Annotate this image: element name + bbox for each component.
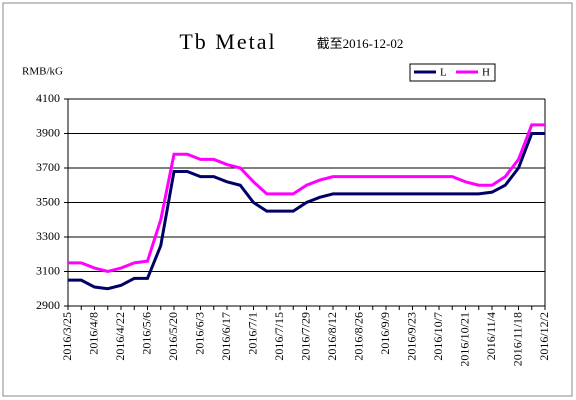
y-tick-label: 2900 <box>36 298 60 312</box>
legend-box <box>409 63 496 82</box>
x-tick-label: 2016/7/29 <box>298 312 312 361</box>
x-tick-label: 2016/4/8 <box>86 312 100 355</box>
legend-label: H <box>482 67 490 79</box>
x-tick-label: 2016/10/21 <box>457 312 471 367</box>
y-tick-label: 3900 <box>36 125 60 139</box>
chart-title: Tb Metal <box>179 29 276 54</box>
x-tick-label: 2016/6/3 <box>192 312 206 355</box>
x-tick-label: 2016/8/26 <box>351 312 365 361</box>
x-tick-label: 2016/6/17 <box>219 312 233 361</box>
y-tick-label: 3300 <box>36 229 60 243</box>
x-tick-label: 2016/5/20 <box>166 312 180 361</box>
series-line <box>68 123 545 274</box>
y-axis-label: RMB/kG <box>22 66 63 78</box>
series-line <box>68 132 545 291</box>
x-tick-label: 2016/8/12 <box>325 312 339 361</box>
x-tick-label: 2016/9/9 <box>378 312 392 355</box>
x-tick-label: 2016/5/6 <box>139 312 153 355</box>
legend-label: L <box>440 67 447 79</box>
x-tick-label: 2016/4/22 <box>113 312 127 361</box>
x-tick-label: 2016/7/1 <box>245 312 259 355</box>
x-tick-label: 2016/10/7 <box>431 312 445 361</box>
y-tick-label: 4100 <box>36 91 60 105</box>
y-tick-label: 3700 <box>36 160 60 174</box>
x-tick-label: 2016/11/4 <box>484 312 498 360</box>
x-tick-label: 2016/9/23 <box>404 312 418 361</box>
chart-subtitle: 截至2016-12-02 <box>317 36 404 51</box>
x-tick-label: 2016/12/2 <box>537 312 551 361</box>
y-tick-label: 3500 <box>36 194 60 208</box>
x-tick-label: 2016/11/18 <box>510 312 524 366</box>
x-tick-label: 2016/7/15 <box>272 312 286 361</box>
x-tick-label: 2016/3/25 <box>60 312 74 361</box>
y-tick-label: 3100 <box>36 263 60 277</box>
